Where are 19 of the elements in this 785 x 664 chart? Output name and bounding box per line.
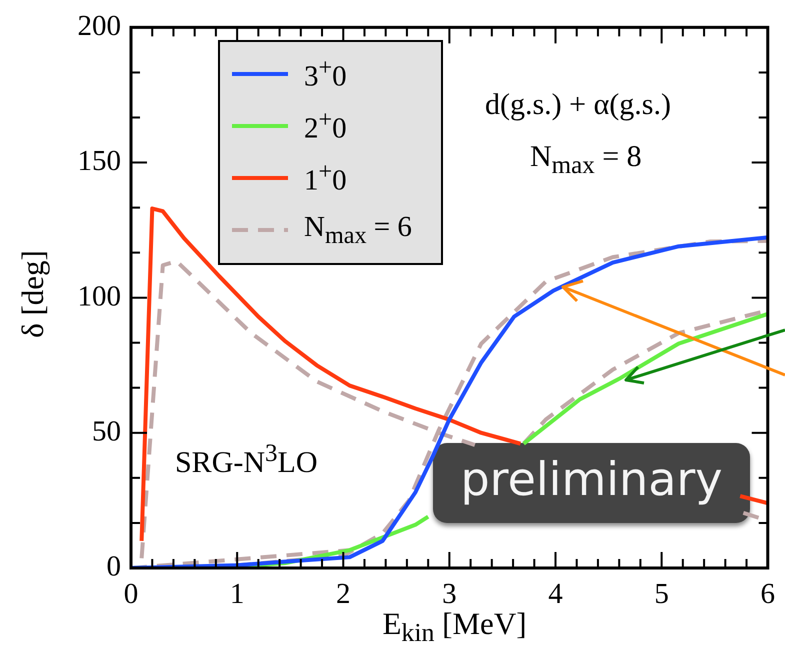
- legend-label: N$_{max}$ = 6: [304, 210, 412, 250]
- y-axis-title: δ [deg]: [15, 250, 51, 338]
- x-tick-label: 1: [230, 578, 244, 610]
- legend-label: 2$^{+}$0: [304, 106, 347, 146]
- y-tick-label: 50: [92, 415, 121, 448]
- legend-label: 1$^{+}$0: [304, 158, 347, 198]
- x-tick-label: 6: [760, 578, 775, 610]
- y-tick-label: 0: [106, 550, 121, 583]
- x-tick-label: 5: [654, 578, 669, 610]
- annotation: N$_{max}$ = 8: [530, 140, 642, 180]
- x-tick-label: 2: [336, 578, 350, 610]
- annotation: d(g.s.) + α(g.s.): [485, 88, 671, 122]
- legend-label: 3$^{+}$0: [304, 54, 347, 94]
- annotation: SRG-N$^{3}$LO: [175, 440, 318, 480]
- y-tick-label: 100: [78, 280, 121, 312]
- x-tick-label: 4: [548, 578, 564, 610]
- y-tick-label: 150: [78, 145, 121, 178]
- annotation: preliminary: [433, 443, 750, 523]
- y-tick-label: 200: [78, 10, 121, 42]
